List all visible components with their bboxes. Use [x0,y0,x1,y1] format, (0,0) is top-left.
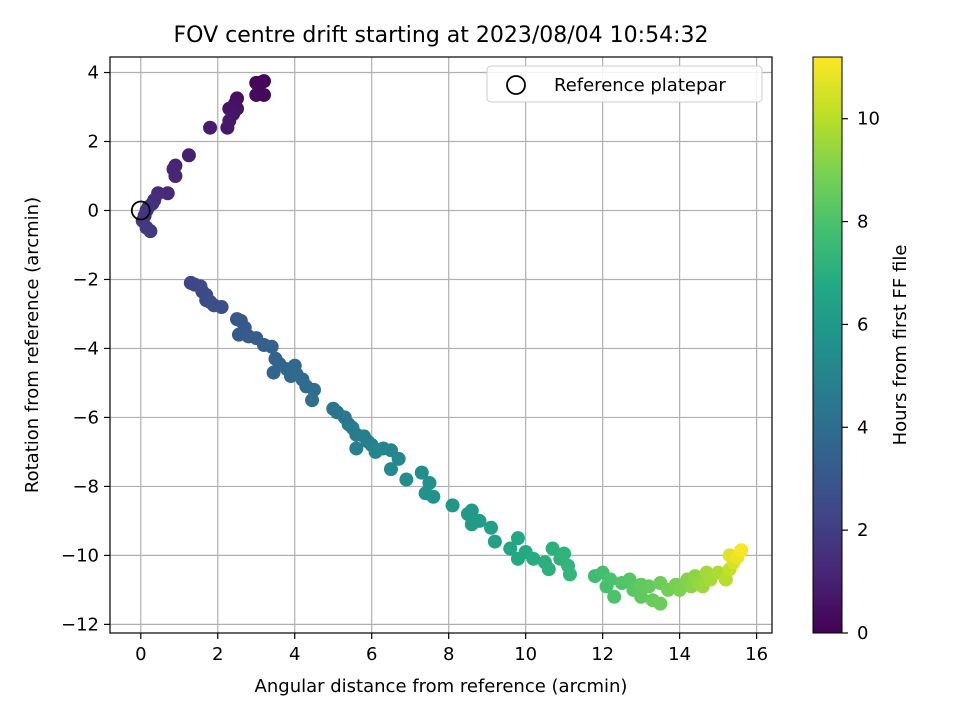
data-point [414,465,429,480]
data-point [306,382,321,397]
data-point [426,489,441,504]
data-point [562,567,577,582]
x-tick-label: 2 [212,644,223,665]
y-tick-label: −12 [61,614,99,635]
legend-box [486,65,763,103]
legend: Reference platepar [486,65,763,103]
colorbar-tick-label: 8 [857,212,868,233]
colorbar: 0 2 4 6 8 10 Hours from first FF file [812,56,911,644]
colorbar-tick-label: 10 [857,109,880,130]
data-point [641,579,656,594]
data-point [399,472,414,487]
data-point [545,541,560,556]
data-point [603,572,618,587]
y-tick-label: 4 [88,63,99,84]
data-point [445,498,460,513]
data-point [160,186,175,201]
data-point [484,520,499,535]
y-tick-label: −8 [72,476,99,497]
data-point [634,589,649,604]
x-tick-label: 0 [135,644,146,665]
data-point [557,546,572,561]
data-points [135,74,749,611]
data-point [653,596,668,611]
x-axis-ticks: 0 2 4 6 8 10 12 14 16 [135,633,768,665]
data-point [607,589,622,604]
colorbar-ticks: 0 2 4 6 8 10 [842,109,880,644]
data-point [266,365,281,380]
x-tick-label: 14 [668,644,691,665]
reference-platepar-marker [130,200,151,221]
x-tick-label: 6 [366,644,377,665]
data-point [472,513,487,528]
data-point [143,224,158,239]
colorbar-label: Hours from first FF file [890,245,911,446]
y-tick-label: 0 [88,200,99,221]
data-point [672,582,687,597]
data-point [391,451,406,466]
data-point [383,462,398,477]
data-point [203,120,218,135]
data-point [214,300,229,315]
colorbar-gradient [812,56,843,634]
data-point [526,551,541,566]
colorbar-tick-label: 6 [857,314,868,335]
plot-area: 0 2 4 6 8 10 12 14 16 −12 −10 −8 −6 −4 −2 0 2 4 [61,56,773,665]
y-axis-ticks: −12 −10 −8 −6 −4 −2 0 2 4 [61,63,110,635]
data-point [181,148,196,163]
x-tick-label: 8 [443,644,454,665]
data-point [734,543,749,558]
data-point [264,339,279,354]
data-point [305,393,320,408]
colorbar-tick-label: 2 [857,520,868,541]
x-tick-label: 10 [514,644,537,665]
data-point [249,75,264,90]
y-tick-label: −4 [72,338,99,359]
data-point [464,503,479,518]
y-tick-label: 2 [88,132,99,153]
data-point [349,441,364,456]
data-point [220,120,235,135]
x-tick-label: 12 [591,644,614,665]
colorbar-tick-label: 4 [857,417,868,438]
colorbar-tick-label: 0 [857,623,868,644]
legend-marker [506,75,526,95]
data-point [541,562,556,577]
legend-label: Reference platepar [554,75,726,96]
x-tick-label: 4 [289,644,300,665]
data-point [249,87,264,102]
x-tick-label: 16 [745,644,768,665]
grid [110,57,772,633]
data-point [510,531,525,546]
data-point [503,541,518,556]
data-point [168,168,183,183]
plot-frame [109,56,773,634]
chart-title: FOV centre drift starting at 2023/08/04 … [174,23,709,48]
y-tick-label: −6 [72,407,99,428]
y-axis-label: Rotation from reference (arcmin) [22,197,43,493]
y-tick-label: −2 [72,269,99,290]
y-tick-label: −10 [61,545,99,566]
data-point [487,534,502,549]
x-axis-label: Angular distance from reference (arcmin) [255,676,628,697]
